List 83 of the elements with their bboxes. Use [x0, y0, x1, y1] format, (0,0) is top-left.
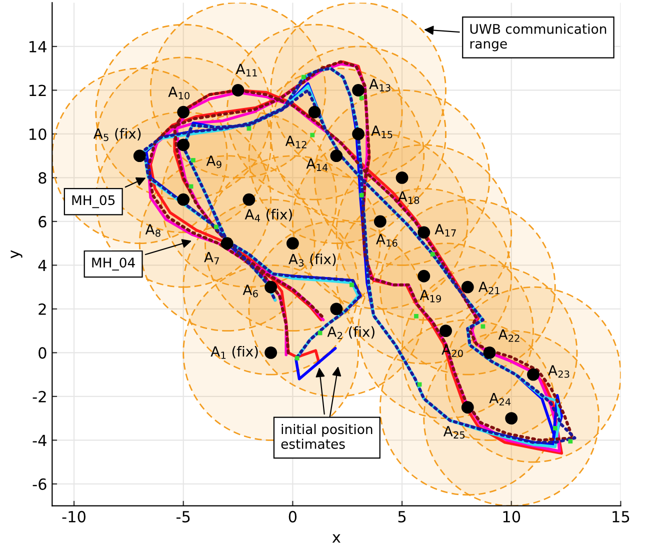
- annotation: MH_04: [92, 258, 135, 271]
- annotation: A$_{13}$: [369, 78, 390, 92]
- x-tick-label: 0: [288, 510, 297, 522]
- point: [359, 96, 364, 100]
- y-tick-label: 2: [38, 303, 46, 315]
- annotation: A$_{23}$: [548, 365, 570, 378]
- annotation: UWB communication range: [470, 24, 606, 52]
- y-tick-label: 8: [38, 172, 46, 184]
- point: [374, 215, 386, 228]
- annotation: A$_{8}$: [145, 224, 160, 237]
- annotation: A$_{11}$: [236, 64, 257, 76]
- point: [352, 128, 365, 140]
- annotation: A$_{7}$: [204, 252, 219, 264]
- annotation: A$_{22}$: [498, 329, 520, 342]
- point: [527, 368, 540, 381]
- point: [301, 74, 306, 80]
- point: [264, 280, 278, 294]
- annotation: A$_{1}$ (fix): [210, 346, 258, 359]
- x-tick-label: 10: [503, 510, 520, 522]
- point: [220, 237, 234, 250]
- point: [177, 138, 190, 152]
- annotation: A$_{17}$: [434, 224, 456, 236]
- y-tick-label: 6: [38, 216, 46, 228]
- y-tick-label: 12: [30, 84, 46, 96]
- annotation: A$_{24}$: [489, 393, 511, 406]
- point: [418, 226, 430, 239]
- annotation: initial position estimates: [281, 424, 372, 449]
- point: [294, 356, 300, 360]
- annotation: A$_{10}$: [168, 86, 190, 100]
- annotation: A$_{25}$: [443, 426, 465, 439]
- point: [264, 346, 278, 359]
- annotation: A$_{4}$ (fix): [244, 208, 292, 222]
- annotation: A$_{19}$: [420, 290, 441, 302]
- annotation: A$_{15}$: [371, 126, 392, 138]
- point: [177, 106, 190, 118]
- point: [568, 439, 573, 444]
- point: [359, 193, 364, 198]
- point: [214, 224, 218, 230]
- y-tick-label: -2: [32, 390, 46, 402]
- point: [352, 84, 365, 96]
- point: [480, 324, 486, 329]
- point: [552, 426, 558, 430]
- point: [191, 158, 196, 162]
- point: [242, 193, 256, 206]
- point: [430, 252, 435, 256]
- point: [350, 282, 354, 288]
- y-tick-label: 10: [30, 128, 46, 140]
- annotation: A$_{5}$ (fix): [94, 128, 141, 142]
- x-axis-title: x: [332, 534, 340, 543]
- point: [461, 280, 474, 294]
- x-tick-label: 5: [398, 511, 406, 522]
- point: [440, 324, 452, 338]
- point: [505, 412, 518, 425]
- point: [330, 302, 343, 316]
- y-axis-title: y: [10, 250, 22, 258]
- y-tick-label: 0: [38, 347, 46, 359]
- annotation: A$_{18}$: [398, 191, 420, 204]
- point: [177, 193, 190, 206]
- x-tick-label: 15: [612, 511, 630, 522]
- point: [133, 150, 146, 162]
- y-tick-label: 4: [38, 260, 46, 272]
- point: [330, 150, 343, 162]
- point: [310, 132, 315, 138]
- point: [396, 172, 408, 184]
- y-tick-label: -6: [32, 478, 46, 490]
- point: [461, 401, 474, 414]
- annotation: A$_{9}$: [206, 156, 222, 168]
- point: [417, 382, 422, 387]
- annotation: A$_{16}$: [376, 234, 398, 247]
- x-tick-label: -10: [62, 510, 86, 522]
- point: [418, 270, 430, 282]
- y-tick-label: -4: [32, 434, 46, 446]
- point: [286, 237, 299, 250]
- point: [483, 346, 496, 359]
- annotation: A$_{21}$: [478, 282, 500, 294]
- annotation: A$_{14}$: [306, 158, 328, 171]
- point: [414, 314, 418, 318]
- point: [232, 84, 244, 96]
- x-tick-label: -5: [176, 511, 190, 522]
- annotation: MH_05: [72, 195, 115, 208]
- y-tick-label: 14: [30, 41, 46, 52]
- annotation: A$_{12}$: [285, 136, 306, 148]
- point: [308, 106, 321, 118]
